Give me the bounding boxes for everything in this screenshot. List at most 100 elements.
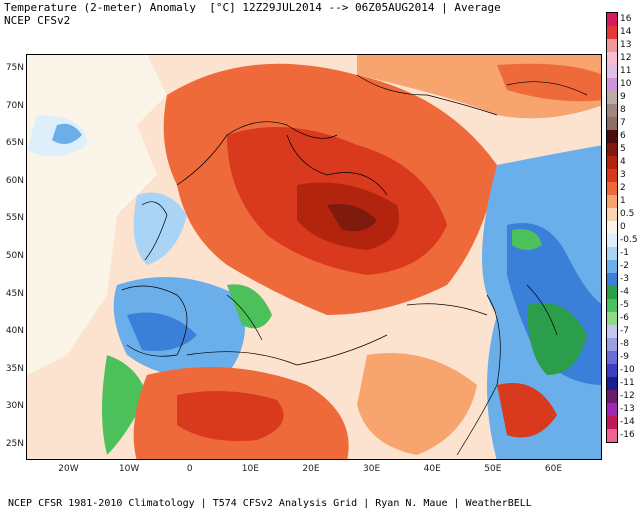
middle-east-warm [357,353,477,455]
colorbar-cell [607,260,617,273]
lon-label: 10W [118,464,140,474]
colorbar-cell [607,351,617,364]
colorbar-label: -12 [620,391,635,401]
colorbar-cell [607,52,617,65]
colorbar-label: -5 [620,300,629,310]
colorbar-cell [607,338,617,351]
colorbar-label: 10 [620,79,632,89]
lat-label: 75N [5,63,24,74]
colorbar-label: 12 [620,53,632,63]
colorbar-cell [607,13,617,26]
colorbar-cell [607,416,617,429]
colorbar-label: 9 [620,92,626,102]
lon-label: 40E [423,464,441,474]
morocco-cool-strip [102,355,147,455]
colorbar-cell [607,65,617,78]
colorbar-label: 8 [620,105,626,115]
colorbar-cell [607,403,617,416]
colorbar-cell [607,312,617,325]
lon-label: 60E [544,464,563,474]
colorbar-label: -0.5 [620,235,638,245]
colorbar-cell [607,234,617,247]
colorbar-label: 14 [620,27,632,37]
lat-label: 25N [5,438,24,449]
lat-label: 60N [5,175,24,186]
colorbar-cell [607,117,617,130]
colorbar-label: 7 [620,118,626,128]
colorbar-cell [607,364,617,377]
iceland-cool-patch [52,123,82,144]
colorbar-cell [607,299,617,312]
colorbar-cell [607,247,617,260]
colorbar-label: -2 [620,261,629,271]
anomaly-maximum [327,204,377,232]
colorbar-label: -9 [620,352,629,362]
colorbar-label: 2 [620,183,626,193]
colorbar-label: 5 [620,144,626,154]
colorbar-cell [607,195,617,208]
colorbar-label: -13 [620,404,635,414]
lat-label: 35N [5,363,24,374]
colorbar-label: 16 [620,14,632,24]
colorbar-label: 0.5 [620,209,635,219]
anomaly-field [27,55,601,459]
colorbar-cell [607,78,617,91]
model-name: NCEP CFSv2 [4,14,71,27]
lon-label: 10E [241,464,259,474]
iberia-cool-core [127,312,197,351]
lat-label: 65N [5,138,24,149]
colorbar-cell [607,325,617,338]
lat-label: 55N [5,213,24,224]
colorbar-cell [607,26,617,39]
colorbar-label: 6 [620,131,626,141]
lon-label: 0 [186,464,193,474]
iran-warm-patch [497,383,557,438]
lon-label: 50E [484,464,502,474]
colorbar [606,12,618,443]
colorbar-label: -11 [620,378,635,388]
colorbar-cell [607,130,617,143]
colorbar-label: 3 [620,170,626,180]
colorbar-cell [607,182,617,195]
lat-label: 40N [5,326,24,337]
colorbar-label: -4 [620,287,629,297]
colorbar-cell [607,286,617,299]
lon-label: 20E [302,464,320,474]
colorbar-cell [607,39,617,52]
colorbar-label: 0 [620,222,626,232]
colorbar-cell [607,429,617,442]
colorbar-cell [607,104,617,117]
lat-label: 45N [5,288,24,299]
colorbar-label: 4 [620,157,626,167]
lon-label: 30E [363,464,381,474]
colorbar-label: -14 [620,417,635,427]
colorbar-label: -8 [620,339,629,349]
colorbar-label: 11 [620,66,632,76]
colorbar-label: 13 [620,40,632,50]
colorbar-label: -3 [620,274,629,284]
footer-credit: NCEP CFSR 1981-2010 Climatology | T574 C… [8,498,532,509]
colorbar-label: -7 [620,326,629,336]
volga-cool-patch [512,229,542,250]
colorbar-cell [607,143,617,156]
lon-label: 20W [58,464,79,474]
anomaly-map [26,54,602,460]
colorbar-cell [607,208,617,221]
italy-cool-patch [227,284,272,329]
lat-label: 30N [5,401,24,412]
colorbar-cell [607,377,617,390]
colorbar-label: -10 [620,365,635,375]
colorbar-label: -1 [620,248,629,258]
map-title: Temperature (2-meter) Anomaly [°C] 12Z29… [4,1,501,14]
colorbar-label: 1 [620,196,626,206]
colorbar-cell [607,156,617,169]
lat-label: 70N [5,100,24,111]
coastlines [121,74,588,456]
colorbar-cell [607,390,617,403]
lat-label: 50N [5,251,24,261]
colorbar-label: -6 [620,313,629,323]
british-isles-cool [133,192,187,265]
colorbar-cell [607,273,617,286]
sahara-warm-core [177,391,284,441]
colorbar-label: -16 [620,430,635,440]
